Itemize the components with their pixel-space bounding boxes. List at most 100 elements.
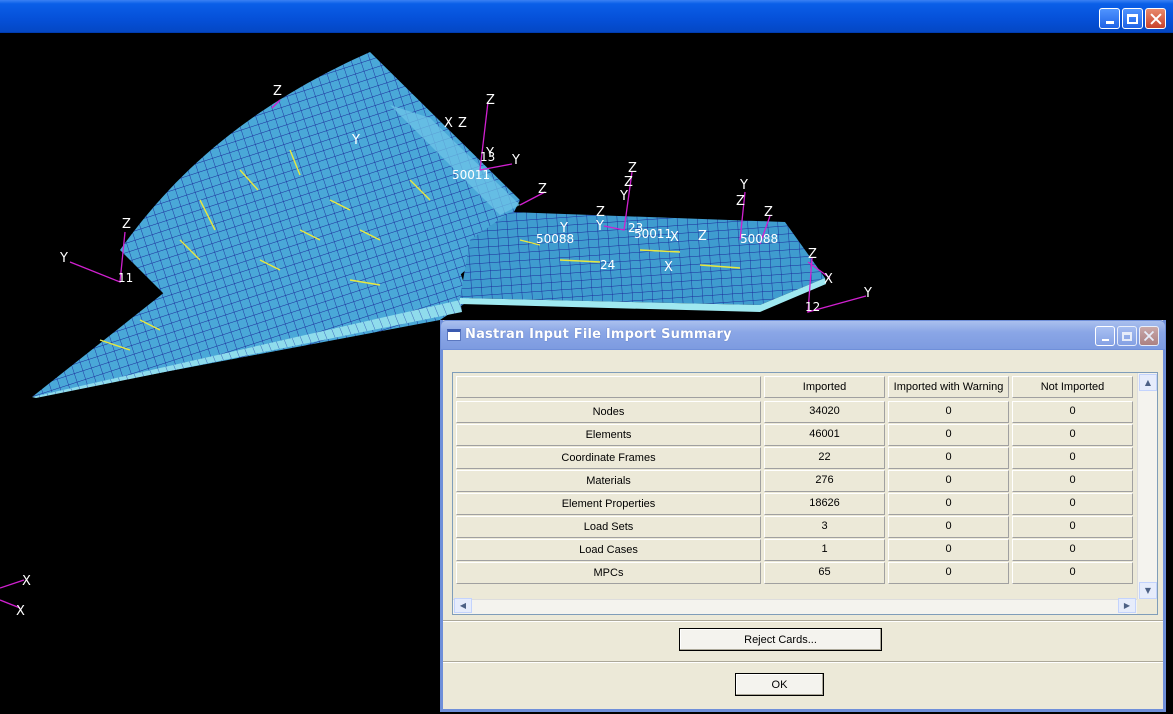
axis-label-y: Y (559, 221, 568, 236)
cell-not-imported[interactable]: 0 (1012, 470, 1133, 492)
row-label[interactable]: Materials (456, 470, 761, 492)
minimize-button[interactable] (1099, 8, 1120, 29)
cell-not-imported[interactable]: 0 (1012, 516, 1133, 538)
cell-imported[interactable]: 65 (764, 562, 885, 584)
cell-warning[interactable]: 0 (888, 401, 1009, 423)
summary-grid: Imported Imported with Warning Not Impor… (452, 372, 1158, 615)
node-label: 24 (600, 258, 615, 272)
close-icon (1144, 331, 1155, 342)
row-label[interactable]: Load Cases (456, 539, 761, 561)
cell-warning[interactable]: 0 (888, 447, 1009, 469)
cell-not-imported[interactable]: 0 (1012, 493, 1133, 515)
axis-label-x: X (444, 116, 453, 131)
axis-label-x: X (22, 574, 31, 589)
highlight-lines (99, 149, 741, 351)
row-label[interactable]: MPCs (456, 562, 761, 584)
cell-warning[interactable]: 0 (888, 516, 1009, 538)
row-label[interactable]: Coordinate Frames (456, 447, 761, 469)
maximize-button[interactable] (1122, 8, 1143, 29)
cell-not-imported[interactable]: 0 (1012, 447, 1133, 469)
axis-label-z: Z (538, 182, 547, 197)
axis-label-y: Y (511, 153, 520, 168)
wing-edge (32, 300, 462, 398)
maximize-icon (1122, 331, 1132, 341)
scrollbar-corner (1137, 599, 1157, 614)
horizontal-scrollbar[interactable]: ◀ ▶ (453, 598, 1137, 614)
cell-imported[interactable]: 276 (764, 470, 885, 492)
divider (443, 661, 1163, 663)
axis-label-z: Z (698, 229, 707, 244)
dialog-close-button[interactable] (1139, 326, 1159, 346)
row-label[interactable]: Element Properties (456, 493, 761, 515)
axis-label-z: Z (596, 205, 605, 220)
node-label: 12 (805, 300, 820, 314)
axis-label-z: Z (764, 205, 773, 220)
deck-edge (460, 278, 826, 312)
axis-label-z: Z (273, 84, 282, 99)
close-button[interactable] (1145, 8, 1166, 29)
node-label: 13 (480, 150, 495, 164)
cell-warning[interactable]: 0 (888, 424, 1009, 446)
reject-cards-button[interactable]: Reject Cards... (679, 628, 882, 651)
column-header-imported[interactable]: Imported (764, 376, 885, 398)
vertical-scrollbar[interactable]: ▲ ▼ (1137, 373, 1157, 600)
scroll-left-icon[interactable]: ◀ (454, 598, 472, 613)
column-header-not-imported[interactable]: Not Imported (1012, 376, 1133, 398)
cell-not-imported[interactable]: 0 (1012, 539, 1133, 561)
cell-warning[interactable]: 0 (888, 562, 1009, 584)
cell-imported[interactable]: 46001 (764, 424, 885, 446)
axis-label-z: Z (624, 175, 633, 190)
scroll-down-icon[interactable]: ▼ (1139, 582, 1157, 599)
ok-button[interactable]: OK (735, 673, 824, 696)
cell-not-imported[interactable]: 0 (1012, 401, 1133, 423)
axis-label-y: Y (619, 189, 628, 204)
cell-imported[interactable]: 3 (764, 516, 885, 538)
row-label[interactable]: Load Sets (456, 516, 761, 538)
cell-warning[interactable]: 0 (888, 539, 1009, 561)
node-label: 50011 (452, 168, 490, 182)
dialog-title: Nastran Input File Import Summary (465, 327, 732, 342)
cell-imported[interactable]: 18626 (764, 493, 885, 515)
axis-label-x: X (670, 230, 679, 245)
header-corner (456, 376, 761, 398)
axis-label-z: Z (628, 161, 637, 176)
cell-imported[interactable]: 34020 (764, 401, 885, 423)
axis-label-z: Z (736, 194, 745, 209)
cell-imported[interactable]: 1 (764, 539, 885, 561)
column-header-warning[interactable]: Imported with Warning (888, 376, 1009, 398)
dialog-maximize-button[interactable] (1117, 326, 1137, 346)
node-label: 23 (628, 221, 643, 235)
node-label: 50011 (634, 227, 672, 241)
close-icon (1150, 13, 1162, 25)
divider (443, 620, 1163, 622)
scroll-right-icon[interactable]: ▶ (1118, 598, 1136, 613)
flat-deck (460, 212, 825, 305)
cell-not-imported[interactable]: 0 (1012, 424, 1133, 446)
cell-imported[interactable]: 22 (764, 447, 885, 469)
axis-label-z: Z (486, 93, 495, 108)
axis-label-z: Z (808, 247, 817, 262)
coordinate-frames (0, 99, 867, 609)
main-title-bar (0, 0, 1173, 33)
cell-warning[interactable]: 0 (888, 493, 1009, 515)
axis-label-x: X (664, 260, 673, 275)
axis-label-x: X (824, 272, 833, 287)
row-label[interactable]: Elements (456, 424, 761, 446)
node-label: 50088 (740, 232, 778, 246)
cell-not-imported[interactable]: 0 (1012, 562, 1133, 584)
cell-warning[interactable]: 0 (888, 470, 1009, 492)
dialog-minimize-button[interactable] (1095, 326, 1115, 346)
axis-label-x: X (16, 604, 25, 619)
row-label[interactable]: Nodes (456, 401, 761, 423)
dialog-title-bar[interactable]: Nastran Input File Import Summary (440, 320, 1166, 350)
axis-label-z: Z (122, 217, 131, 232)
grid-body: Imported Imported with Warning Not Impor… (453, 373, 1137, 600)
axis-label-y: Y (59, 251, 68, 266)
ridge (390, 105, 520, 215)
import-summary-dialog: Nastran Input File Import Summary Import… (440, 320, 1166, 712)
scroll-up-icon[interactable]: ▲ (1139, 374, 1157, 391)
wing-plate (32, 272, 470, 397)
axis-label-y: Y (595, 219, 604, 234)
window-icon (447, 329, 461, 341)
axis-label-y: Y (739, 178, 748, 193)
